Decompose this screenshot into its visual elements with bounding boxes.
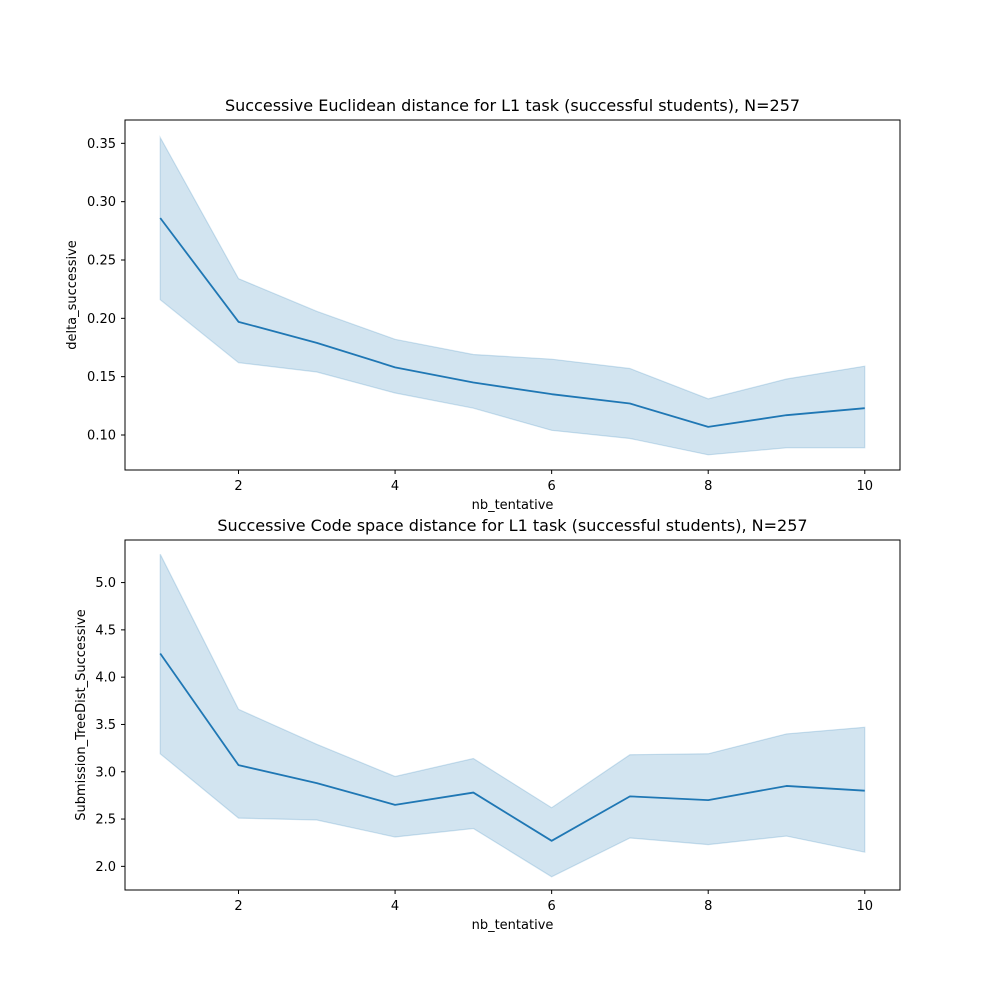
bottom-y-tick-label: 4.5 — [95, 623, 116, 638]
top-chart-title: Successive Euclidean distance for L1 tas… — [225, 96, 800, 115]
top-confidence-band — [159, 135, 866, 456]
top-x-tick-label: 4 — [391, 479, 399, 494]
top-x-tick-label: 2 — [234, 479, 242, 494]
bottom-chart-title: Successive Code space distance for L1 ta… — [217, 516, 807, 535]
top-y-tick-label: 0.30 — [87, 195, 116, 210]
bottom-x-ticks: 2 4 6 8 10 — [234, 890, 873, 914]
top-y-axis-label: delta_successive — [65, 240, 80, 350]
top-subplot: Successive Euclidean distance for L1 tas… — [65, 96, 901, 513]
top-y-tick-label: 0.10 — [87, 429, 116, 444]
top-y-tick-label: 0.20 — [87, 312, 116, 327]
top-x-ticks: 2 4 6 8 10 — [234, 470, 873, 494]
bottom-y-tick-label: 2.5 — [95, 813, 116, 828]
top-x-axis-label: nb_tentative — [472, 498, 554, 513]
bottom-subplot: Successive Code space distance for L1 ta… — [74, 516, 901, 933]
bottom-x-tick-label: 10 — [856, 899, 873, 914]
bottom-x-tick-label: 2 — [234, 899, 242, 914]
bottom-y-tick-label: 2.0 — [95, 860, 116, 875]
top-y-tick-label: 0.25 — [87, 254, 116, 269]
top-series-line — [159, 217, 865, 428]
bottom-y-axis-label: Submission_TreeDist_Successive — [74, 609, 89, 821]
bottom-y-tick-label: 4.0 — [95, 671, 116, 686]
bottom-series-layer — [159, 553, 866, 878]
bottom-y-tick-label: 3.0 — [95, 765, 116, 780]
bottom-y-tick-label: 3.5 — [95, 718, 116, 733]
bottom-y-ticks: 2.0 2.5 3.0 3.5 4.0 4.5 5.0 — [95, 576, 125, 875]
bottom-x-axis-label: nb_tentative — [472, 918, 554, 933]
bottom-x-tick-label: 4 — [391, 899, 399, 914]
bottom-series-line — [159, 652, 865, 842]
top-x-tick-label: 6 — [548, 479, 556, 494]
bottom-plot-frame — [124, 539, 901, 891]
bottom-y-tick-label: 5.0 — [95, 576, 116, 591]
top-y-tick-label: 0.15 — [87, 370, 116, 385]
bottom-x-tick-label: 8 — [704, 899, 712, 914]
top-x-tick-label: 10 — [856, 479, 873, 494]
top-series-layer — [159, 135, 866, 456]
bottom-x-tick-label: 6 — [548, 899, 556, 914]
top-y-tick-label: 0.35 — [87, 137, 116, 152]
top-plot-frame — [124, 119, 901, 471]
top-x-tick-label: 8 — [704, 479, 712, 494]
bottom-confidence-band — [159, 553, 866, 878]
top-y-ticks: 0.10 0.15 0.20 0.25 0.30 0.35 — [87, 137, 125, 444]
